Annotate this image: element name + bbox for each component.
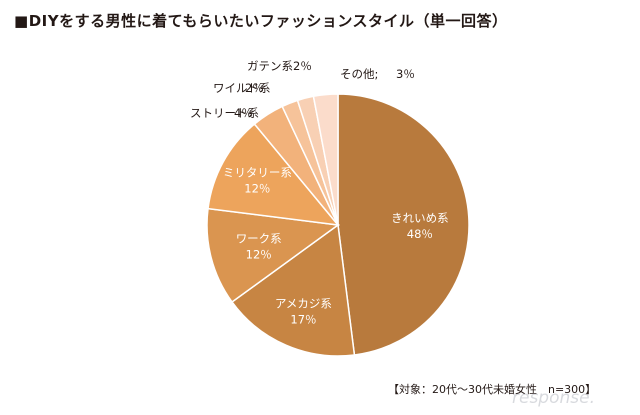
slice-label-5: ストリート系 <box>190 106 259 120</box>
slice-value-5: 4％ <box>234 106 253 120</box>
slice-label-3: ワーク系 <box>236 231 282 245</box>
pie-slice-4 <box>207 123 340 226</box>
slice-value-4: 12％ <box>244 182 270 196</box>
chart-title-text: DIYをする男性に着てもらいたいファッションスタイル（単一回答） <box>28 12 508 30</box>
square-bullet-icon: ■ <box>14 12 29 30</box>
pie-slice-1 <box>337 93 470 356</box>
slice-value-8: 3％ <box>396 67 415 81</box>
slice-label-2: アメカジ系 <box>275 296 332 310</box>
pie-slice-3 <box>206 207 340 304</box>
slice-label-8: その他; <box>340 67 378 81</box>
slice-value-6: 2％ <box>245 81 264 95</box>
slice-value-7: 2％ <box>293 59 312 73</box>
pie-slice-8 <box>312 93 339 226</box>
slice-value-3: 12％ <box>246 247 272 261</box>
slice-value-1: 48％ <box>407 227 433 241</box>
chart-title: ■DIYをする男性に着てもらいたいファッションスタイル（単一回答） <box>14 10 508 31</box>
slice-label-7: ガテン系 <box>247 59 293 73</box>
slice-label-1: きれいめ系 <box>391 211 449 225</box>
slice-value-2: 17％ <box>290 312 316 326</box>
pie-slice-2 <box>230 223 356 357</box>
watermark-logo: response. <box>512 388 595 408</box>
slice-label-6: ワイルド系 <box>213 81 271 95</box>
survey-footnote: 【対象：20代～30代未婚女性 n=300】 <box>388 383 597 396</box>
slice-label-4: ミリタリー系 <box>223 166 292 180</box>
